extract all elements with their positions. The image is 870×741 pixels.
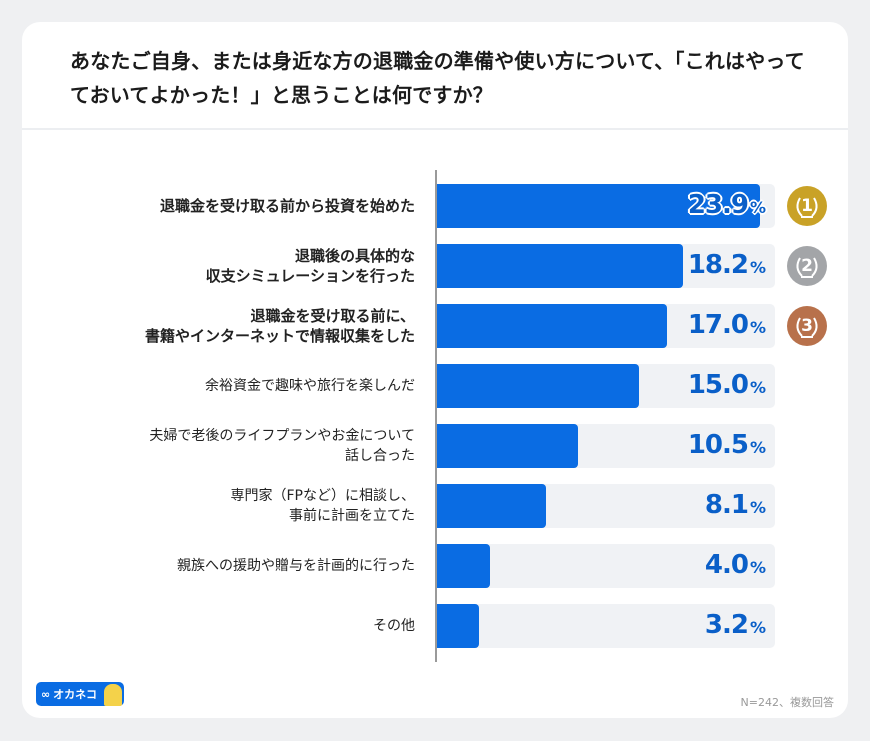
laurel-icon — [796, 197, 818, 218]
percent-unit: % — [749, 618, 766, 637]
divider — [22, 128, 848, 130]
category-label: 退職金を受け取る前に、 書籍やインターネットで情報収集をした — [144, 307, 415, 345]
laurel-icon — [796, 257, 818, 278]
category-label: 専門家（FPなど）に相談し、 事前に計画を立てた — [230, 488, 416, 524]
bar — [436, 304, 667, 348]
bar-row: 余裕資金で趣味や旅行を楽しんだ 15.0% — [22, 364, 848, 408]
bar — [436, 424, 579, 468]
bar — [436, 244, 683, 288]
value-label: 4.0% — [704, 544, 766, 588]
bar-row: 退職金を受け取る前から投資を始めた 23.9% 1 — [22, 184, 848, 228]
percent-unit: % — [749, 198, 766, 217]
rank-medal-icon: 3 — [787, 306, 827, 346]
percent-unit: % — [749, 438, 766, 457]
value-label: 10.5% — [687, 424, 766, 468]
percent-unit: % — [749, 378, 766, 397]
value-number: 3.2 — [704, 610, 749, 640]
bar-track — [436, 604, 775, 648]
okaneko-logo: ∞ オカネコ — [36, 682, 124, 706]
category-label: 退職金を受け取る前から投資を始めた — [159, 197, 415, 215]
bar-row: 退職金を受け取る前に、 書籍やインターネットで情報収集をした 17.0% 3 — [22, 304, 848, 348]
bar — [436, 184, 761, 228]
percent-unit: % — [749, 318, 766, 337]
chart-title: あなたご自身、または身近な方の退職金の準備や使い方について、「これはやってておい… — [70, 49, 805, 107]
sample-note: N=242、複数回答 — [740, 696, 834, 709]
bar-track — [436, 544, 775, 588]
rank-number: 3 — [801, 316, 813, 336]
category-label: 余裕資金で趣味や旅行を楽しんだ — [205, 378, 415, 394]
y-axis-line — [435, 170, 437, 662]
percent-unit: % — [749, 558, 766, 577]
category-label: 親族への援助や贈与を計画的に行った — [177, 558, 415, 574]
category-label: その他 — [373, 618, 415, 634]
laurel-icon — [796, 317, 818, 338]
value-number: 18.2 — [687, 250, 749, 280]
rank-number: 1 — [801, 196, 813, 216]
logo-text: オカネコ — [53, 688, 97, 701]
value-label: 23.9% — [687, 184, 766, 228]
cat-mascot-icon — [104, 684, 122, 706]
value-label: 3.2% — [704, 604, 766, 648]
value-number: 23.9 — [687, 190, 749, 220]
bar — [436, 544, 491, 588]
value-number: 8.1 — [704, 490, 749, 520]
rank-medal-icon: 2 — [787, 246, 827, 286]
value-label: 17.0% — [687, 304, 766, 348]
infinity-icon: ∞ — [41, 687, 51, 701]
bar — [436, 364, 640, 408]
value-number: 17.0 — [687, 310, 749, 340]
value-label: 15.0% — [687, 364, 766, 408]
chart-card: あなたご自身、または身近な方の退職金の準備や使い方について、「これはやってておい… — [22, 22, 848, 718]
bar — [436, 604, 480, 648]
category-label: 夫婦で老後のライフプランやお金について 話し合った — [149, 428, 415, 464]
value-number: 4.0 — [704, 550, 749, 580]
percent-unit: % — [749, 498, 766, 517]
value-number: 15.0 — [687, 370, 749, 400]
category-label: 退職後の具体的な 収支シミュレーションを行った — [205, 247, 415, 285]
rank-number: 2 — [801, 256, 813, 276]
bar-row: 親族への援助や贈与を計画的に行った 4.0% — [22, 544, 848, 588]
bar-row: 夫婦で老後のライフプランやお金について 話し合った 10.5% — [22, 424, 848, 468]
value-number: 10.5 — [687, 430, 749, 460]
bar — [436, 484, 546, 528]
bar-row: 退職後の具体的な 収支シミュレーションを行った 18.2% 2 — [22, 244, 848, 288]
bar-row: その他 3.2% — [22, 604, 848, 648]
value-label: 18.2% — [687, 244, 766, 288]
rank-medal-icon: 1 — [787, 186, 827, 226]
percent-unit: % — [749, 258, 766, 277]
bar-row: 専門家（FPなど）に相談し、 事前に計画を立てた 8.1% — [22, 484, 848, 528]
value-label: 8.1% — [704, 484, 766, 528]
